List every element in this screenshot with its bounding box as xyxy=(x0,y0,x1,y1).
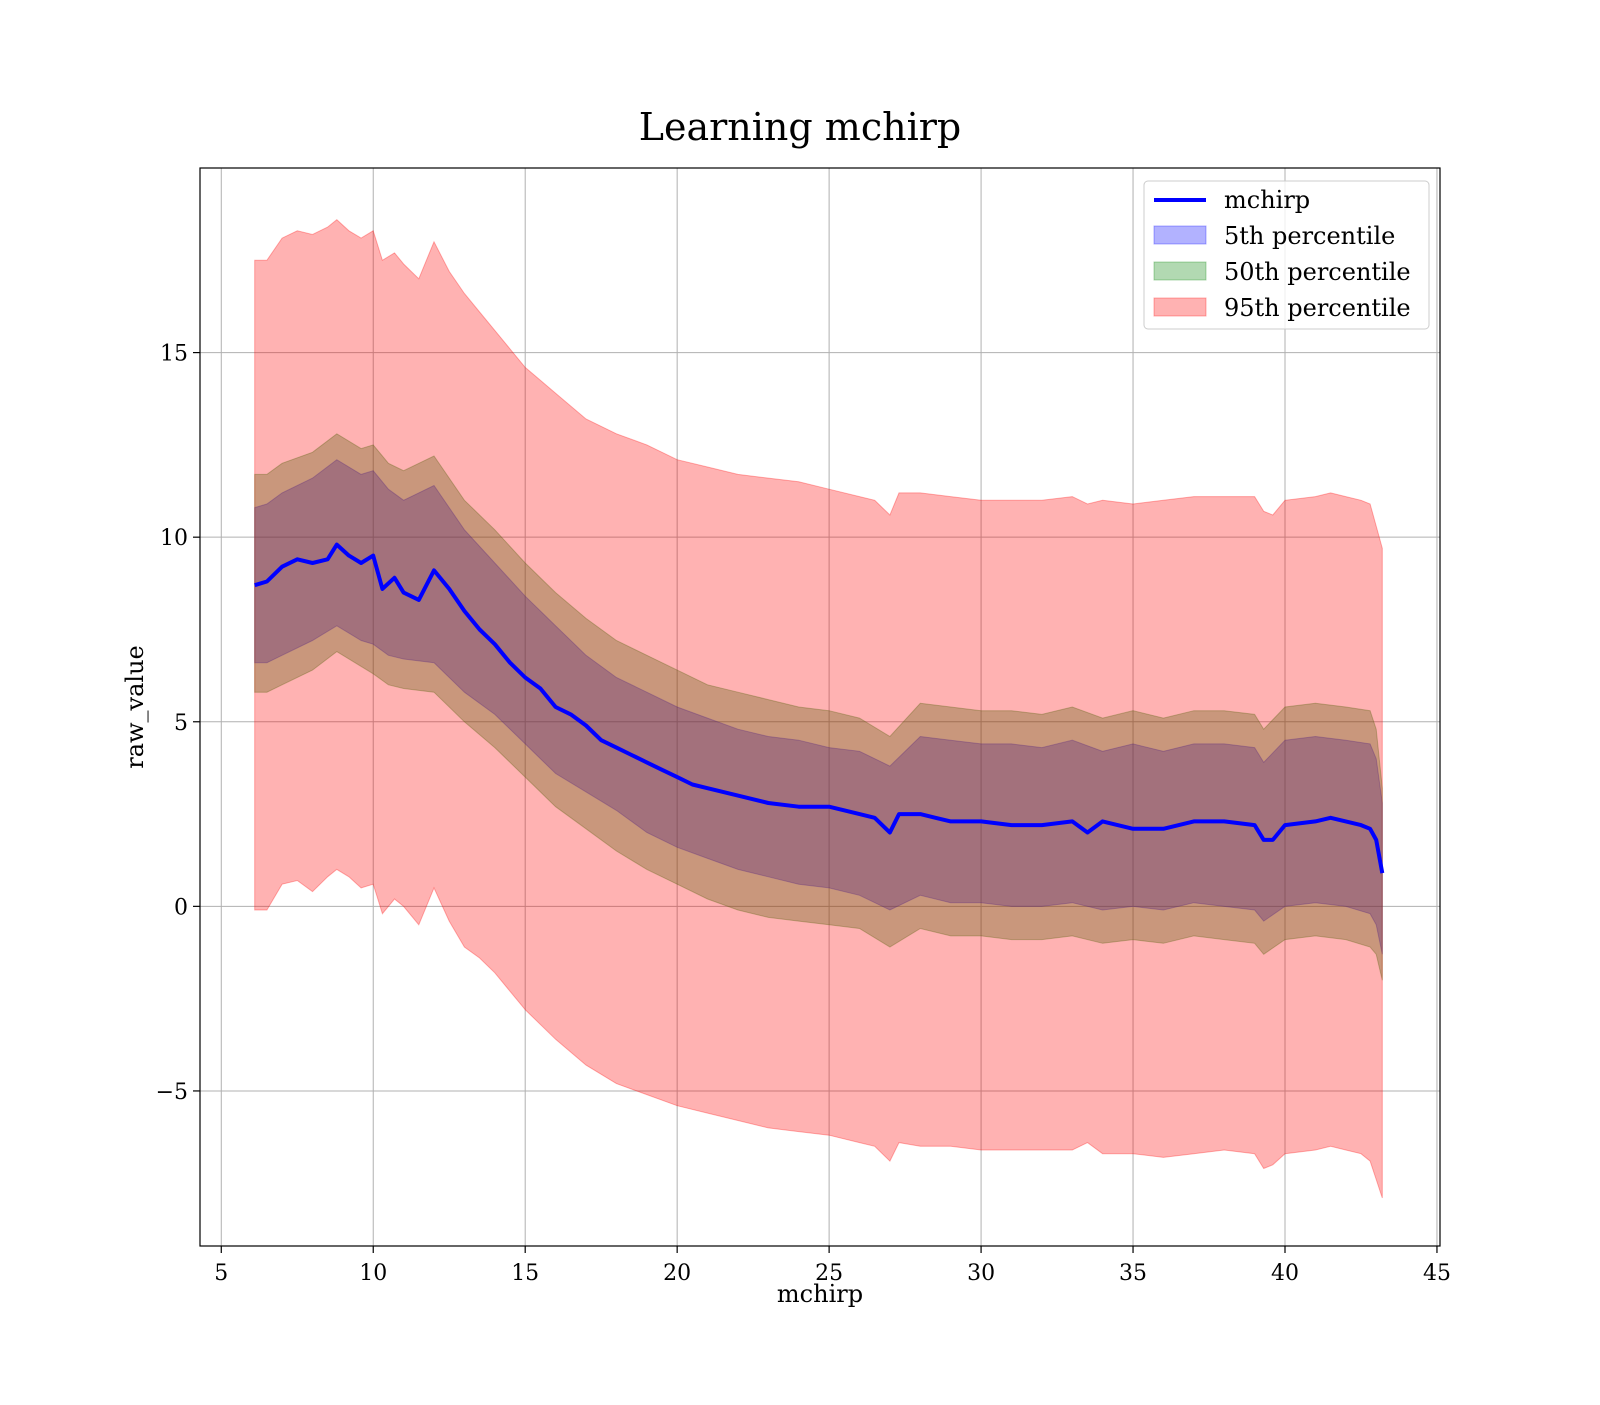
x-tick-label: 20 xyxy=(663,1261,691,1286)
legend-frame xyxy=(1143,180,1430,330)
legend-label-mchirp: mchirp xyxy=(1224,186,1310,214)
legend-swatch-5th xyxy=(1153,225,1207,245)
y-axis-label: raw_value xyxy=(121,645,149,769)
band-5th-percentile xyxy=(254,459,1383,955)
y-tick-label: 10 xyxy=(160,526,188,551)
legend-swatch-95th xyxy=(1153,297,1207,317)
y-tick-label: 0 xyxy=(174,895,188,920)
band-layer xyxy=(254,219,1383,1199)
x-tick-label: 30 xyxy=(967,1261,995,1286)
tick-layer: 5 10 15 20 25 30 35 40 45 −5 0 5 10 15 xyxy=(156,342,1451,1286)
x-tick-label: 40 xyxy=(1271,1261,1299,1286)
band-95th-percentile xyxy=(254,219,1383,1199)
x-tick-label: 45 xyxy=(1423,1261,1451,1286)
line-layer xyxy=(254,542,1385,874)
grid-layer xyxy=(200,168,1440,1246)
plot-frame xyxy=(199,167,1441,1247)
x-tick-label: 25 xyxy=(815,1261,843,1286)
legend-label-50th: 50th percentile xyxy=(1224,258,1411,286)
y-tick-label: 15 xyxy=(160,342,188,367)
legend-label-5th: 5th percentile xyxy=(1224,222,1395,250)
legend-swatch-50th xyxy=(1153,261,1207,281)
chart-title: Learning mchirp xyxy=(639,105,961,149)
series-line-mchirp xyxy=(254,542,1385,874)
y-tick-label: −5 xyxy=(156,1080,188,1105)
x-axis-label: mchirp xyxy=(777,1280,863,1308)
x-tick-label: 5 xyxy=(214,1261,228,1286)
x-tick-label: 10 xyxy=(359,1261,387,1286)
y-tick-label: 5 xyxy=(174,711,188,736)
legend: mchirp 5th percentile 50th percentile 95… xyxy=(1143,180,1430,330)
legend-label-95th: 95th percentile xyxy=(1224,294,1411,322)
band-50th-percentile xyxy=(254,433,1383,981)
x-tick-label: 15 xyxy=(511,1261,539,1286)
x-tick-label: 35 xyxy=(1119,1261,1147,1286)
